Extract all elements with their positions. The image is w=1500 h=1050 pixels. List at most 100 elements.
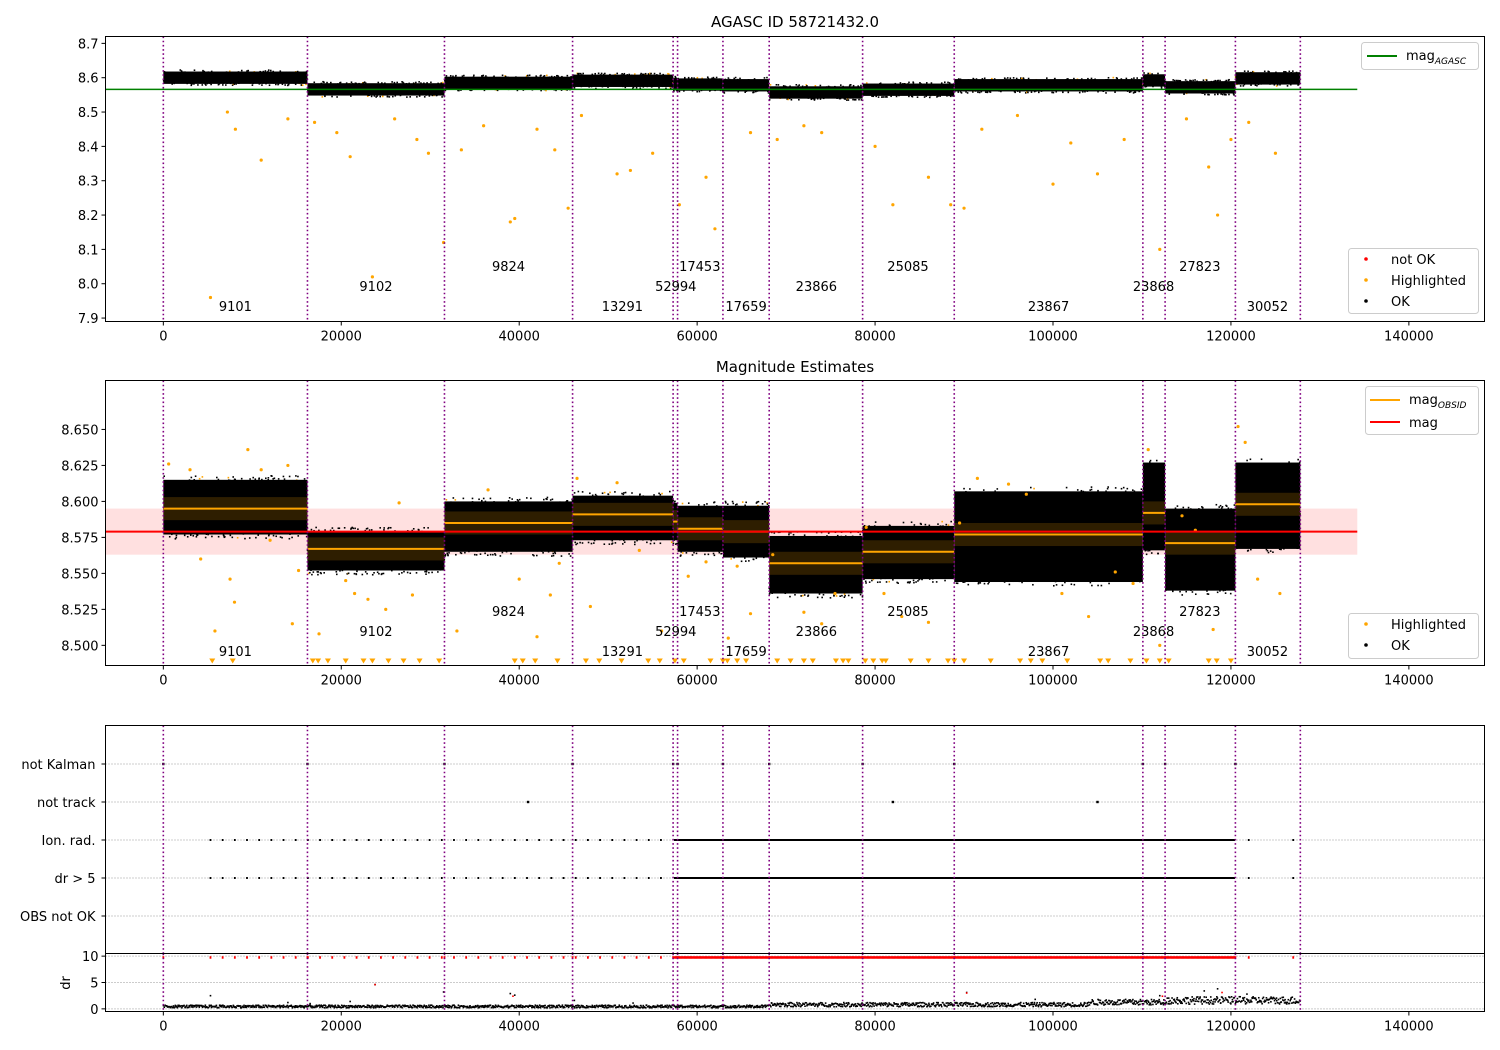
ok-point	[364, 82, 367, 84]
ok-point	[350, 81, 353, 84]
ok-point	[473, 553, 476, 556]
ok-point	[551, 498, 554, 501]
ok-point	[1225, 93, 1227, 96]
ok-point	[806, 85, 808, 87]
ok-point	[790, 98, 793, 101]
ok-point	[943, 81, 946, 84]
ok-point	[713, 501, 716, 503]
ok-point	[1054, 77, 1056, 80]
ok-point	[347, 572, 350, 575]
ok-point	[1080, 78, 1083, 80]
ok-point	[227, 476, 230, 479]
ok-point	[1006, 77, 1009, 79]
ok-point	[769, 84, 772, 86]
ok-point	[918, 578, 920, 581]
ok-point	[231, 84, 234, 86]
ok-point	[1189, 79, 1191, 82]
ok-point	[600, 72, 603, 75]
ok-point	[733, 77, 735, 80]
ok-point	[852, 84, 855, 87]
ok-point	[865, 582, 867, 584]
highlighted-point	[1215, 213, 1220, 217]
obsid-label: 25085	[887, 260, 928, 275]
ok-point	[352, 527, 355, 530]
ok-point	[843, 596, 846, 599]
ok-point	[680, 554, 682, 557]
ok-point	[639, 493, 641, 496]
ok-point	[1207, 93, 1209, 96]
highlighted-point	[566, 206, 570, 210]
ok-point	[921, 578, 923, 581]
ok-point	[431, 571, 433, 574]
ok-point	[650, 539, 652, 542]
ok-point	[977, 582, 980, 584]
highlighted-point	[1051, 182, 1055, 186]
ok-point	[168, 535, 171, 538]
ok-point	[1228, 93, 1230, 96]
ok-point	[375, 96, 377, 98]
ok-point	[872, 578, 875, 581]
ok-point	[819, 84, 822, 87]
highlighted-point	[1184, 117, 1189, 121]
ok-point	[1116, 77, 1119, 80]
highlighted-point	[677, 203, 681, 207]
ok-point	[223, 534, 225, 537]
ok-point	[282, 475, 285, 478]
ok-point	[1292, 70, 1294, 72]
ok-point	[416, 96, 418, 98]
ok-point	[441, 96, 443, 98]
ok-point	[756, 501, 758, 503]
ok-point	[892, 578, 894, 581]
highlighted-point	[628, 168, 633, 173]
ok-point	[1254, 84, 1257, 87]
ok-point	[373, 571, 375, 574]
ok-point	[748, 560, 750, 562]
ok-point-band	[722, 79, 770, 92]
ok-point	[386, 95, 389, 98]
ok-point	[591, 494, 594, 497]
ok-point	[365, 528, 368, 530]
ok-point	[838, 97, 841, 100]
ok-point	[864, 580, 867, 583]
ok-point	[854, 98, 857, 101]
ok-point	[624, 491, 627, 494]
ok-point	[363, 81, 366, 84]
ok-point	[331, 95, 333, 98]
ok-point	[1219, 79, 1221, 82]
ok-point	[320, 572, 322, 575]
ok-point	[1009, 77, 1012, 80]
ok-point	[773, 532, 776, 534]
ok-point	[608, 543, 611, 545]
ok-point	[803, 594, 806, 596]
ok-point	[339, 570, 341, 572]
ok-point	[406, 571, 409, 574]
ok-point	[676, 542, 678, 545]
ok-point	[485, 75, 487, 77]
ok-point	[734, 76, 737, 79]
ok-point	[383, 529, 385, 531]
agasc-panel-frame	[105, 36, 1485, 322]
ok-point	[377, 81, 380, 84]
ok-point	[573, 492, 576, 494]
ok-point	[979, 582, 982, 584]
ok-point	[423, 526, 425, 529]
ok-point	[939, 95, 941, 97]
ok-point	[1033, 90, 1036, 93]
ok-point	[1132, 92, 1135, 94]
ok-point	[740, 560, 743, 563]
ok-point	[623, 492, 625, 494]
ok-point	[812, 97, 815, 100]
ok-point	[1157, 72, 1159, 75]
ok-point	[201, 476, 204, 478]
ok-point	[526, 74, 528, 77]
ok-point	[427, 527, 429, 529]
ok-point	[703, 504, 706, 506]
ok-point	[962, 581, 964, 583]
ok-point	[1224, 93, 1226, 96]
x-tick-label: 0	[159, 330, 167, 345]
ok-point	[1128, 91, 1131, 94]
ok-point	[807, 595, 809, 597]
ok-point	[936, 96, 938, 98]
ok-point	[312, 571, 315, 573]
ok-point	[877, 96, 880, 98]
